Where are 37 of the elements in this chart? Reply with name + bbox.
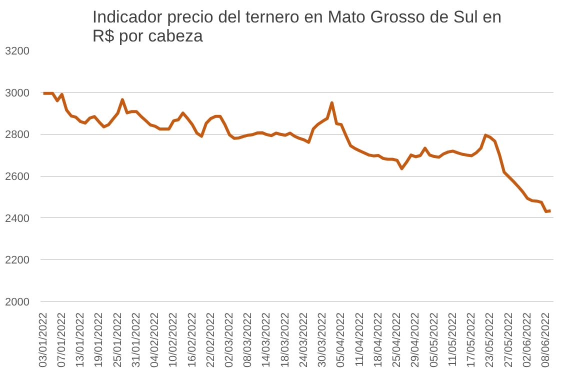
x-tick-label: 05/04/2022 bbox=[335, 312, 348, 368]
x-tick-label: 08/06/2022 bbox=[540, 312, 552, 368]
x-tick-label: 03/01/2022 bbox=[37, 312, 50, 368]
chart-title: Indicador precio del ternero en Mato Grosso de Sul en R$ por cabeza bbox=[92, 8, 502, 46]
y-tick-label: 3000 bbox=[5, 87, 30, 100]
y-tick-label: 2400 bbox=[5, 212, 30, 225]
x-tick-label: 30/03/2022 bbox=[316, 312, 329, 368]
x-tick-label: 02/06/2022 bbox=[521, 312, 534, 368]
x-tick-label: 14/03/2022 bbox=[260, 312, 273, 368]
x-tick-label: 27/05/2022 bbox=[502, 312, 515, 368]
x-tick-label: 04/02/2022 bbox=[149, 312, 162, 368]
x-tick-label: 16/02/2022 bbox=[186, 312, 198, 368]
x-tick-label: 29/04/2022 bbox=[410, 312, 422, 368]
line-series bbox=[42, 92, 552, 214]
y-tick-label: 2800 bbox=[5, 129, 30, 142]
x-tick-label: 11/04/2022 bbox=[354, 312, 366, 367]
x-tick-label: 13/01/2022 bbox=[74, 312, 87, 368]
x-tick-label: 08/03/2022 bbox=[242, 312, 254, 368]
x-tick-label: 02/03/2022 bbox=[224, 312, 236, 368]
x-tick-label: 05/05/2022 bbox=[428, 312, 440, 368]
x-tick-label: 17/05/2022 bbox=[466, 312, 478, 368]
x-tick-label: 31/01/2022 bbox=[130, 312, 142, 368]
x-tick-label: 25/04/2022 bbox=[391, 312, 404, 368]
x-tick-label: 07/01/2022 bbox=[56, 312, 68, 368]
x-tick-label: 11/05/2022 bbox=[446, 312, 459, 367]
x-tick-label: 23/05/2022 bbox=[484, 312, 496, 368]
y-tick-label: 2600 bbox=[5, 171, 30, 183]
y-tick-label: 3200 bbox=[5, 46, 30, 58]
x-tick-label: 19/01/2022 bbox=[93, 312, 106, 368]
x-tick-label: 22/02/2022 bbox=[204, 312, 217, 368]
x-tick-label: 18/04/2022 bbox=[372, 312, 384, 368]
x-tick-label: 10/02/2022 bbox=[168, 312, 180, 368]
x-tick-label: 24/03/2022 bbox=[298, 312, 310, 368]
x-tick-label: 18/03/2022 bbox=[279, 312, 292, 368]
y-tick-label: 2200 bbox=[5, 254, 30, 267]
x-tick-label: 25/01/2022 bbox=[112, 312, 124, 368]
y-tick-label: 2000 bbox=[5, 296, 30, 308]
